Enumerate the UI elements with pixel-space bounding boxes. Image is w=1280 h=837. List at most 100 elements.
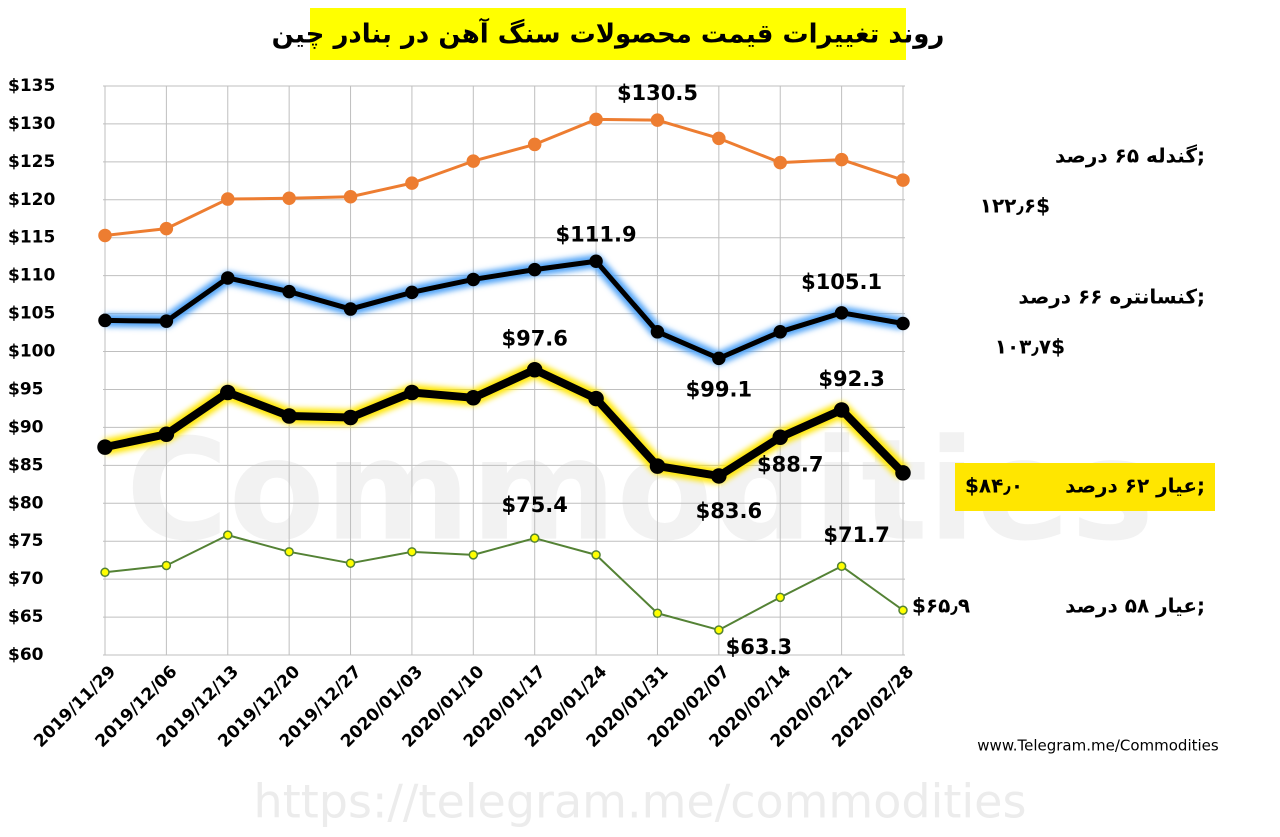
point — [282, 284, 296, 299]
point — [465, 390, 482, 406]
value-label: $83.6 — [696, 499, 762, 523]
point — [834, 306, 849, 320]
point — [527, 137, 542, 152]
value-label: $71.7 — [823, 523, 889, 547]
value-label: ۱۲۲٫۶$ — [980, 194, 1050, 218]
point — [589, 112, 603, 127]
point — [100, 567, 110, 578]
point — [220, 384, 236, 401]
point — [712, 131, 726, 146]
point — [652, 608, 663, 619]
point — [282, 191, 296, 206]
point — [468, 550, 479, 560]
value-label: $97.6 — [501, 327, 567, 351]
point — [98, 228, 112, 243]
value-label: $130.5 — [617, 81, 698, 105]
legend-label: کنسانتره ۶۶ درصد; — [1018, 285, 1205, 309]
value-label: $۶۵٫۹ — [912, 594, 970, 618]
point — [466, 154, 481, 168]
point — [407, 547, 417, 557]
y-tick-label: $80 — [8, 493, 44, 513]
chart-title: روند تغییرات قیمت محصولات سنگ آهن در بنا… — [272, 18, 945, 50]
point — [98, 313, 112, 328]
y-tick-label: $115 — [8, 228, 55, 248]
value-label: ۱۰۳٫۷$ — [995, 335, 1065, 359]
point — [343, 190, 358, 204]
point — [159, 221, 174, 236]
y-tick-label: $125 — [8, 152, 55, 172]
point — [833, 402, 850, 418]
value-label: $99.1 — [686, 377, 752, 401]
y-tick-label: $100 — [8, 342, 55, 362]
point — [161, 560, 172, 571]
y-tick-label: $70 — [8, 569, 44, 589]
point — [221, 271, 235, 285]
point — [527, 262, 542, 277]
point — [898, 605, 908, 615]
point — [343, 302, 358, 316]
legend-bg — [955, 463, 1215, 511]
point — [526, 361, 543, 378]
y-tick-label: $120 — [8, 190, 55, 210]
point — [281, 408, 297, 424]
point — [712, 351, 726, 366]
value-label: $۸۴٫۰ — [965, 474, 1023, 498]
y-tick-label: $110 — [8, 266, 55, 286]
title-bg — [310, 8, 906, 60]
point — [405, 285, 419, 300]
y-tick-label: $90 — [8, 417, 44, 437]
series-line — [104, 117, 904, 237]
y-tick-label: $65 — [8, 607, 44, 627]
point — [775, 592, 785, 603]
point — [711, 468, 727, 484]
y-tick-label: $95 — [8, 379, 44, 399]
point — [223, 530, 233, 540]
point — [714, 625, 724, 635]
legend-label: عیار ۶۲ درصد; — [1065, 474, 1205, 498]
point — [834, 152, 849, 167]
value-label: $92.3 — [818, 367, 884, 391]
y-tick-label: $60 — [8, 645, 44, 665]
point — [404, 384, 420, 401]
point — [342, 409, 359, 426]
legend-label: عیار ۵۸ درصد; — [1065, 594, 1205, 618]
point — [284, 547, 294, 557]
source: www.Telegram.me/Commodities — [977, 737, 1219, 755]
point — [97, 439, 113, 455]
point — [159, 314, 174, 328]
point — [345, 558, 356, 568]
value-label: $88.7 — [757, 452, 823, 476]
value-label: $63.3 — [726, 635, 792, 659]
point — [649, 458, 666, 474]
point — [529, 533, 540, 543]
series-line — [104, 534, 904, 631]
y-tick-label: $85 — [8, 455, 44, 475]
point — [896, 173, 910, 187]
y-tick-label: $105 — [8, 304, 55, 324]
point — [773, 325, 787, 339]
point — [221, 192, 235, 206]
point — [896, 316, 910, 331]
point — [650, 325, 665, 339]
point — [466, 272, 481, 287]
watermark: https://telegram.me/commodities — [254, 775, 1027, 829]
point — [589, 254, 603, 269]
point — [158, 426, 175, 442]
point — [895, 465, 911, 481]
point — [773, 155, 787, 170]
legend-label: گندله ۶۵ درصد; — [1055, 144, 1205, 168]
point — [591, 550, 601, 560]
series-line — [104, 258, 904, 361]
point — [836, 561, 847, 571]
series-line — [104, 365, 906, 480]
point — [772, 429, 788, 446]
y-tick-label: $135 — [8, 76, 55, 96]
value-label: $105.1 — [801, 270, 882, 294]
point — [650, 113, 665, 127]
point — [405, 176, 419, 190]
y-tick-label: $130 — [8, 114, 55, 134]
y-tick-label: $75 — [8, 531, 44, 551]
value-label: $111.9 — [556, 222, 637, 246]
value-label: $75.4 — [501, 493, 567, 517]
